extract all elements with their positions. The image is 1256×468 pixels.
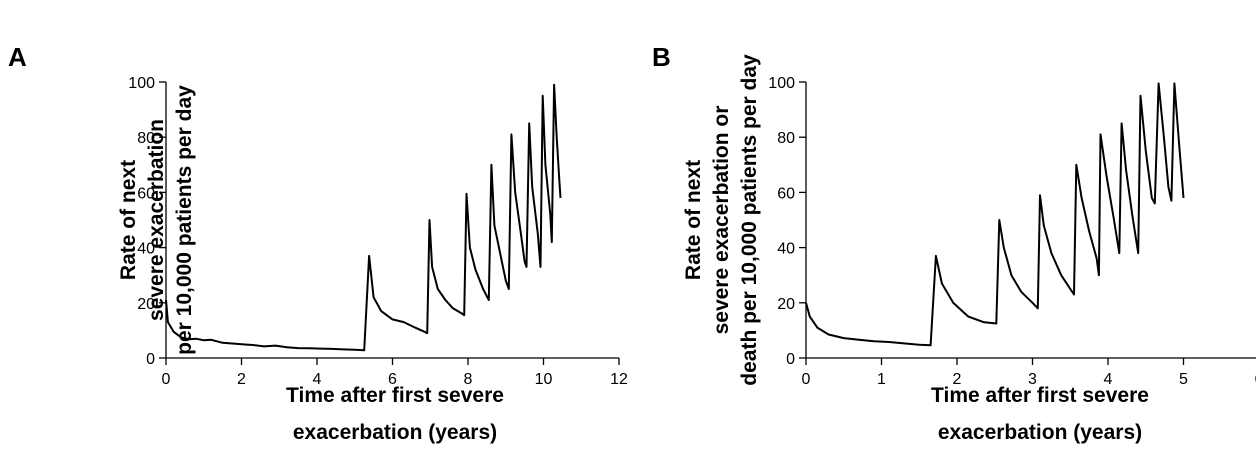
- x-tick-label: 0: [162, 371, 171, 388]
- x-tick-label: 2: [237, 371, 246, 388]
- y-tick-label: 0: [146, 351, 155, 368]
- x-tick-label: 6: [388, 371, 397, 388]
- y-axis-label-line: severe exacerbation: [145, 119, 168, 321]
- x-tick-label: 1: [877, 371, 886, 388]
- y-tick-label: 40: [137, 241, 155, 258]
- x-tick-label: 6: [1255, 371, 1256, 388]
- panel-letter: A: [8, 42, 27, 72]
- panel-letter: B: [652, 42, 671, 72]
- panel-b: B Rate of next severe exacerbation or death…: [652, 42, 1256, 444]
- y-tick-label: 40: [777, 241, 795, 258]
- x-tick-label: 2: [953, 371, 962, 388]
- x-tick-label: 4: [1104, 371, 1113, 388]
- y-tick-label: 60: [137, 185, 155, 202]
- y-tick-label: 100: [128, 75, 155, 92]
- y-axis-label-line: per 10,000 patients per day: [173, 85, 196, 355]
- y-tick-label: 20: [777, 296, 795, 313]
- x-tick-label: 0: [802, 371, 811, 388]
- x-tick-label: 10: [535, 371, 553, 388]
- x-tick-label: 12: [610, 371, 628, 388]
- y-axis-label-line: death per 10,000 patients per day: [738, 54, 761, 386]
- y-axis-label-line: Rate of next: [117, 160, 140, 280]
- y-tick-label: 80: [777, 130, 795, 147]
- x-axis-label-line: exacerbation (years): [938, 421, 1142, 444]
- y-axis-label-line: Rate of next: [682, 160, 705, 280]
- panel-a: A Rate of next severe exacerbation per 10,0…: [8, 42, 628, 444]
- y-tick-label: 0: [786, 351, 795, 368]
- y-tick-label: 20: [137, 296, 155, 313]
- x-axis-label-line: Time after first severe: [286, 384, 504, 407]
- x-axis-label-line: exacerbation (years): [293, 421, 497, 444]
- rate-series-line: [805, 82, 1185, 347]
- y-tick-label: 80: [137, 130, 155, 147]
- rate-series-line: [165, 83, 562, 352]
- x-tick-label: 8: [464, 371, 473, 388]
- x-tick-label: 3: [1028, 371, 1037, 388]
- y-tick-label: 60: [777, 185, 795, 202]
- x-axis-label-line: Time after first severe: [931, 384, 1149, 407]
- x-tick-label: 5: [1179, 371, 1188, 388]
- y-tick-label: 100: [768, 75, 795, 92]
- y-axis-label-line: severe exacerbation or: [710, 106, 733, 335]
- x-tick-label: 4: [313, 371, 322, 388]
